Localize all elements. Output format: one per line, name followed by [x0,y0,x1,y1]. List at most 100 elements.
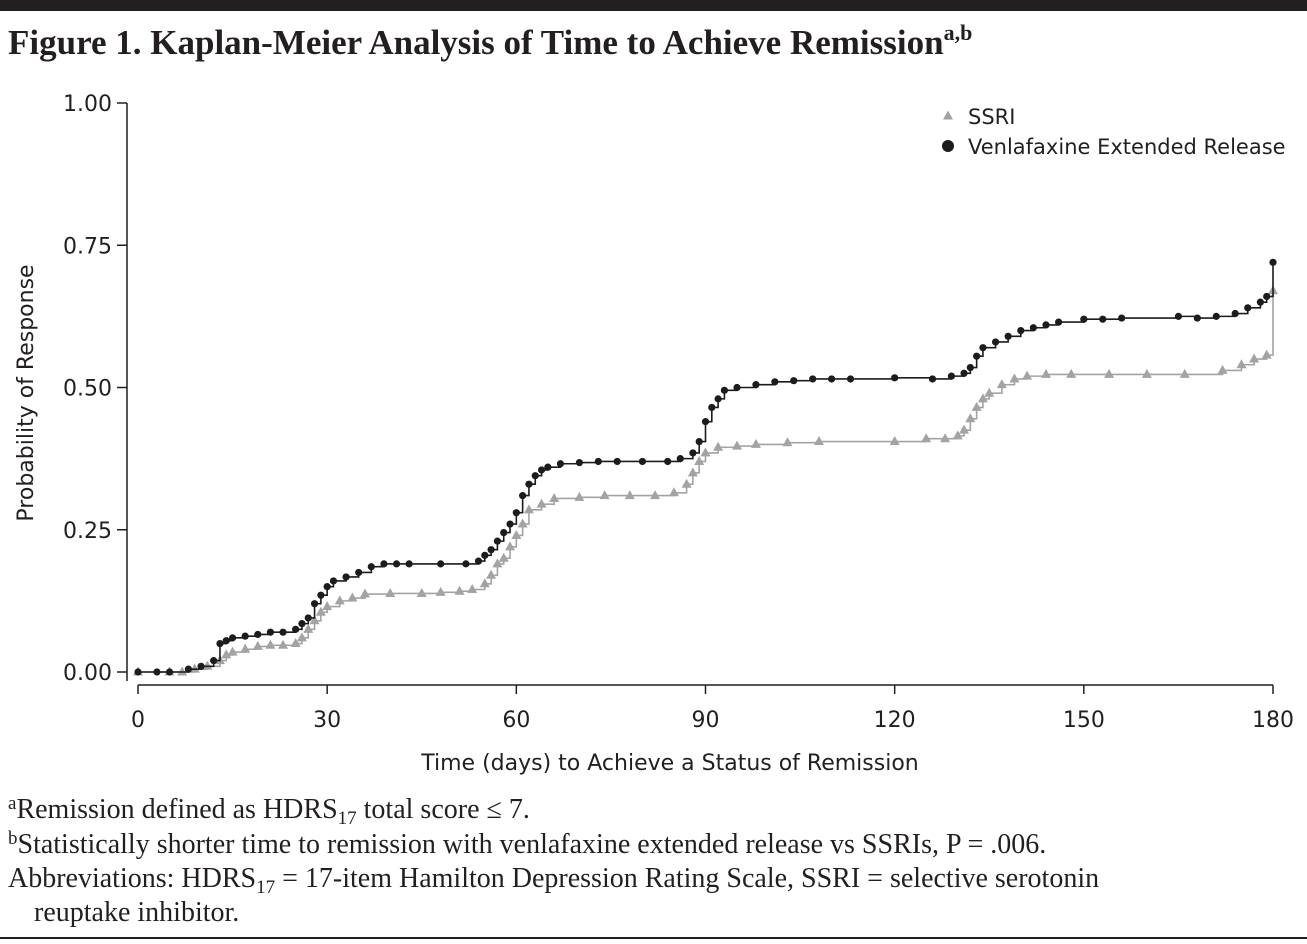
data-point [750,438,761,448]
data-point [165,668,174,676]
x-tick-label: 120 [874,708,916,733]
data-point [266,628,275,636]
data-point [1269,258,1277,266]
data-point [210,657,218,665]
data-point [454,585,465,595]
data-point [720,386,729,394]
x-axis-label: Time (days) to Achieve a Status of Remis… [420,751,918,776]
footnote-text: reuptake inhibitor. [34,897,239,928]
data-point [292,625,300,633]
data-point [355,568,363,577]
data-point [1179,368,1190,378]
data-point [498,552,509,562]
data-point [153,668,161,676]
step-line [894,438,927,443]
data-point [991,338,1000,346]
data-point [599,490,610,500]
data-point [1066,368,1077,378]
step-line [1266,290,1274,356]
data-point [1236,359,1247,369]
step-line [755,442,789,446]
data-point [549,492,560,502]
x-tick-label: 30 [313,708,341,733]
data-point [380,560,388,568]
data-point [650,490,661,500]
data-point [713,441,724,451]
data-point [1055,318,1063,326]
data-point [278,639,289,649]
footnote-text: total score ≤ 7. [357,794,530,825]
step-line [787,441,820,444]
footnote-text: Abbreviations: HDRS [8,863,256,894]
step-line [1058,319,1085,323]
legend-marker [942,140,954,152]
footnote-text: Statistically shorter time to remission … [18,829,1047,860]
data-point [252,640,263,650]
data-point [505,541,516,551]
data-point [309,615,320,625]
data-point [952,430,963,440]
footnote-text: a [8,793,17,814]
data-point [809,375,817,383]
data-point [1042,321,1050,329]
data-point [1022,370,1033,380]
data-point [1261,349,1272,359]
data-point [536,498,547,508]
data-point [1217,364,1228,374]
y-tick-label: 0.75 [63,234,112,259]
data-point [481,551,489,559]
data-point [664,457,672,466]
data-point [752,381,760,389]
data-point [1041,368,1051,378]
data-point [1193,314,1201,322]
data-point [574,491,585,501]
data-point [771,378,779,386]
x-tick-label: 180 [1252,708,1294,733]
footnote-text: 17 [338,808,357,829]
data-point [638,457,647,466]
data-point [517,518,528,528]
data-point [940,433,951,443]
data-point [265,639,276,649]
data-point [966,363,974,372]
data-point [1029,324,1037,332]
data-point [1256,298,1264,306]
data-point [977,393,988,403]
data-point [416,587,427,597]
data-point [317,591,325,599]
data-point [512,509,520,517]
data-point [700,447,711,457]
data-point [1244,304,1252,312]
legend-marker [943,110,953,120]
data-point [254,630,262,639]
data-point [492,558,503,568]
series-group [138,262,1274,673]
data-point [479,578,490,588]
y-tick-label: 0.00 [63,661,112,686]
data-point [1231,309,1239,318]
data-point [594,457,602,466]
data-point [134,668,142,676]
data-point [1174,312,1183,320]
footnote-text: = 17-item Hamilton Depression Rating Sca… [275,863,1099,894]
data-point [523,504,534,514]
data-point [828,375,836,383]
data-point [342,573,350,581]
data-point [279,628,287,636]
x-tick-label: 0 [131,708,145,733]
x-tick-label: 60 [502,708,530,733]
data-point [537,466,546,474]
data-point [334,595,345,605]
data-point [189,663,200,673]
step-line [850,377,896,380]
data-point [531,472,539,480]
x-tick-label: 90 [692,708,720,733]
chart-title: Figure 1. Kaplan-Meier Analysis of Time … [8,20,972,62]
step-line [1184,370,1224,376]
data-point [298,620,306,628]
data-point [889,436,900,446]
data-point [467,583,478,593]
step-line [894,377,934,379]
data-point [814,436,824,446]
data-point [216,639,224,648]
